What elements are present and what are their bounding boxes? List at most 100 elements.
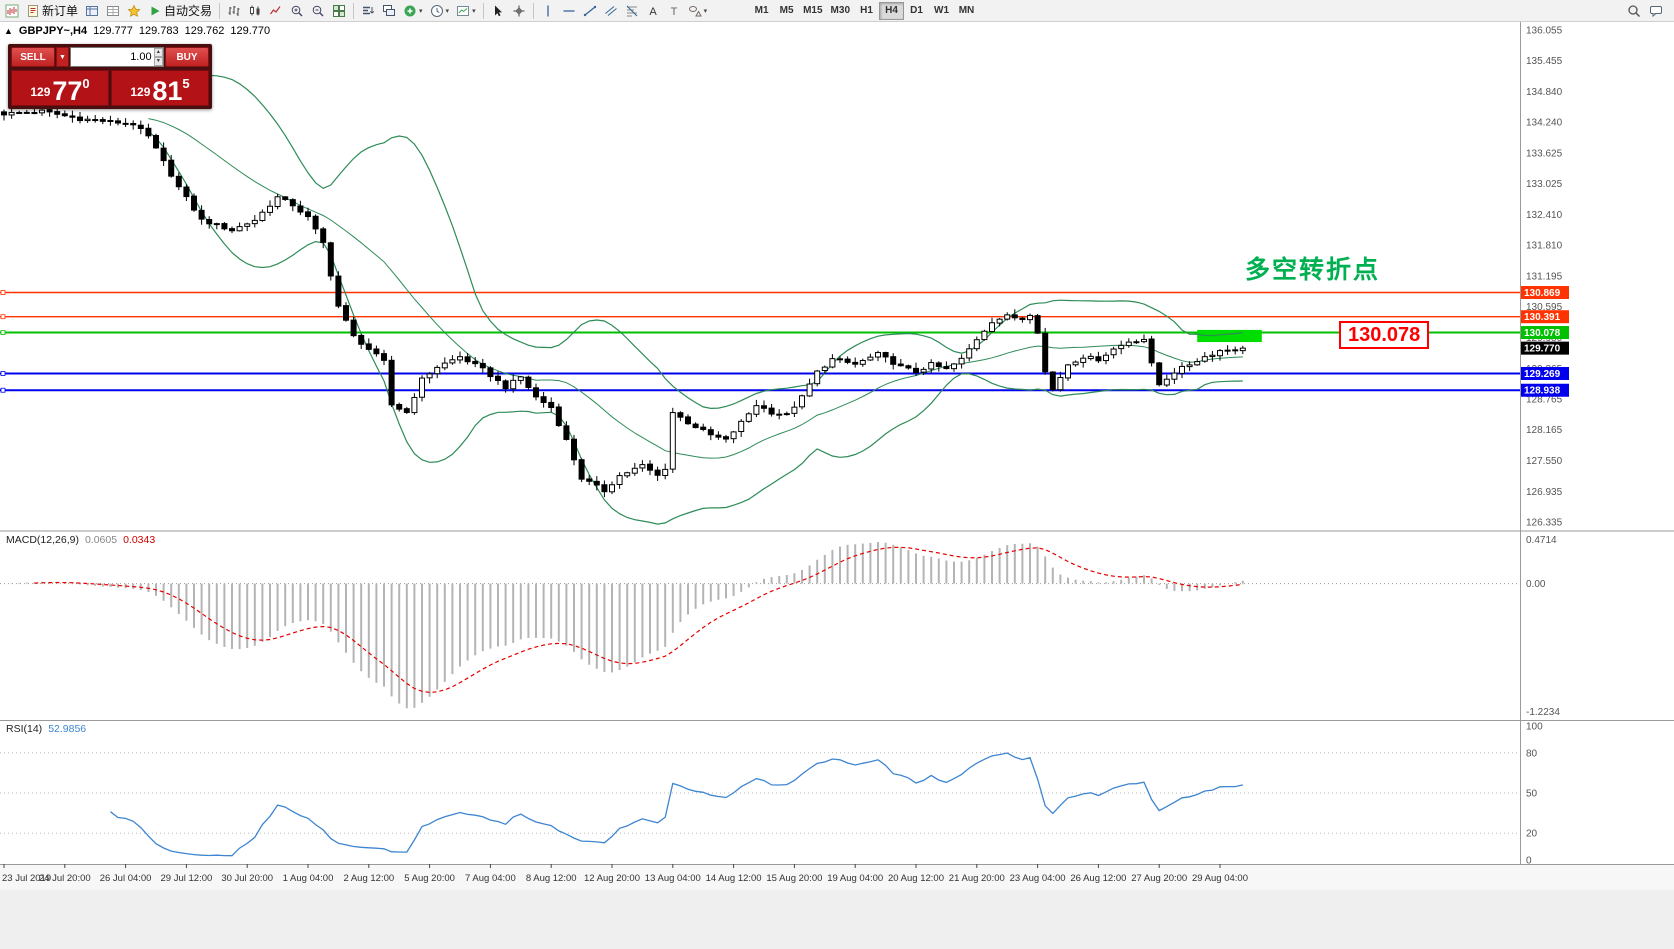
add-indicator-button[interactable]: ▾ [400, 1, 426, 21]
search-icon [1627, 4, 1641, 18]
order-options-caret[interactable]: ▼ [56, 47, 69, 67]
search-button[interactable] [1624, 1, 1644, 21]
price-tag: 129.770 [1521, 341, 1569, 355]
chart-canvas[interactable]: 136.055 135.455 134.840 134.240 133.625 133.0… [0, 22, 1674, 949]
timeframe-m15-button[interactable]: M15 [799, 2, 826, 20]
arrange-button[interactable] [358, 1, 378, 21]
market-watch-icon [85, 4, 99, 18]
zoom-in-button[interactable] [287, 1, 307, 21]
toolbar-separator [482, 2, 484, 19]
svg-text:T: T [670, 6, 677, 18]
timeframe-h4-button[interactable]: H4 [879, 1, 904, 20]
svg-text:23 Aug 04:00: 23 Aug 04:00 [1010, 873, 1066, 884]
candlestick-icon [248, 4, 262, 18]
macd-main-value: 0.0605 [84, 534, 118, 546]
cascade-button[interactable] [379, 1, 399, 21]
line-chart-button[interactable] [266, 1, 286, 21]
data-window-button[interactable] [103, 1, 123, 21]
dropdown-caret-icon: ▾ [445, 7, 450, 15]
svg-text:128.938: 128.938 [1524, 386, 1561, 397]
rsi-name: RSI(14) [6, 723, 43, 735]
quote-low: 129.762 [184, 25, 225, 37]
autotrading-button-label: 自动交易 [164, 4, 213, 18]
sell-price-button[interactable]: 129 77 0 [11, 70, 109, 106]
line-handle [0, 314, 6, 320]
dropdown-caret-icon: ▾ [419, 7, 423, 15]
sell-button[interactable]: SELL [11, 47, 55, 67]
templates-button[interactable]: ▾ [453, 1, 479, 21]
macd-label: MACD(12,26,9) 0.0605 0.0343 [6, 534, 155, 546]
svg-text:27 Aug 20:00: 27 Aug 20:00 [1131, 873, 1187, 884]
channel-icon [604, 4, 618, 18]
horizontal-line-button[interactable] [559, 1, 579, 21]
price-tag: 129.269 [1521, 366, 1569, 380]
timeframe-d1-button[interactable]: D1 [904, 2, 929, 20]
market-watch-button[interactable] [82, 1, 102, 21]
macd-axis: 0.4714 0.00 -1.2234 [1526, 535, 1560, 718]
volume-down-button[interactable]: ▼ [153, 57, 163, 66]
bollinger-upper [148, 74, 1243, 410]
period-button[interactable]: ▾ [427, 1, 453, 21]
timeframe-m30-button[interactable]: M30 [827, 2, 854, 20]
bar-chart-icon [227, 4, 241, 18]
bollinger-middle [148, 118, 1243, 459]
sell-price-sup: 0 [82, 76, 90, 91]
fibonacci-button[interactable] [622, 1, 642, 21]
new-order-button[interactable]: 新订单 [23, 1, 81, 21]
svg-text:5 Aug 20:00: 5 Aug 20:00 [404, 873, 455, 884]
volume-up-button[interactable]: ▲ [153, 48, 163, 57]
bar-chart-button[interactable] [224, 1, 244, 21]
svg-text:126.335: 126.335 [1526, 518, 1563, 529]
shapes-button[interactable]: ▾ [685, 1, 711, 21]
tile-windows-button[interactable] [329, 1, 349, 21]
toolbar-separator [532, 2, 534, 19]
line-handle [0, 387, 6, 393]
svg-text:130.078: 130.078 [1524, 328, 1561, 339]
svg-text:1 Aug 04:00: 1 Aug 04:00 [283, 873, 334, 884]
level-price-label[interactable]: 130.078 [1339, 321, 1430, 349]
svg-text:A: A [649, 6, 657, 18]
chart-window-button[interactable] [2, 1, 22, 21]
highlight-box[interactable] [1197, 329, 1262, 343]
navigator-icon [127, 4, 141, 18]
one-click-collapse-button[interactable]: ▲ [4, 26, 13, 36]
sell-price-big: 77 [52, 75, 83, 106]
quote-open: 129.777 [93, 25, 133, 37]
timeframe-m1-button[interactable]: M1 [749, 2, 774, 20]
cascade-icon [382, 4, 396, 18]
fibonacci-icon [625, 4, 639, 18]
line-handle [0, 371, 6, 376]
trendline-button[interactable] [580, 1, 600, 21]
volume-input[interactable] [71, 48, 154, 66]
turning-point-annotation[interactable]: 多空转折点 [1245, 256, 1381, 284]
quote-line: ▲ GBPJPY~,H4 129.777 129.783 129.762 129… [4, 25, 270, 37]
svg-text:129.770: 129.770 [1524, 344, 1561, 355]
cursor-button[interactable] [488, 1, 508, 21]
crosshair-icon [512, 4, 526, 18]
svg-text:127.550: 127.550 [1526, 456, 1563, 467]
timeframe-mn-button[interactable]: MN [954, 2, 979, 20]
candlestick-series [1, 105, 1246, 498]
vertical-line-button[interactable] [538, 1, 558, 21]
candlestick-button[interactable] [245, 1, 265, 21]
symbol-period-label: GBPJPY~,H4 [18, 25, 88, 37]
autotrading-button[interactable]: 自动交易 [145, 1, 215, 21]
navigator-button[interactable] [124, 1, 144, 21]
timeframe-w1-button[interactable]: W1 [929, 2, 954, 20]
crosshair-button[interactable] [509, 1, 529, 21]
label-button[interactable]: T [664, 1, 684, 21]
channel-button[interactable] [601, 1, 621, 21]
text-button[interactable]: A [643, 1, 663, 21]
svg-text:24 Jul 20:00: 24 Jul 20:00 [39, 873, 91, 884]
svg-text:134.240: 134.240 [1526, 117, 1563, 128]
rsi-line [110, 752, 1243, 857]
horizontal-lines[interactable] [0, 290, 1520, 393]
chart-window-icon [5, 4, 19, 18]
timeframe-h1-button[interactable]: H1 [854, 2, 879, 20]
timeframe-m5-button[interactable]: M5 [774, 2, 799, 20]
chat-button[interactable] [1646, 1, 1666, 21]
buy-button[interactable]: BUY [165, 47, 209, 67]
zoom-out-button[interactable] [308, 1, 328, 21]
buy-price-button[interactable]: 129 81 5 [111, 70, 209, 106]
